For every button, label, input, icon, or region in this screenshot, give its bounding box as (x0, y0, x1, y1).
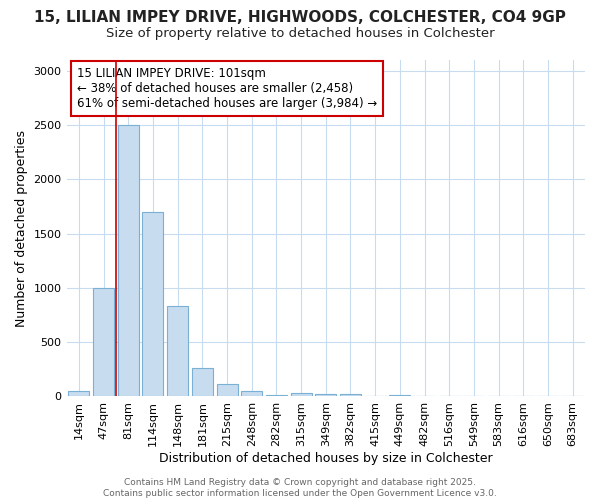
Bar (93, 288, 114, 397)
Text: Size of property relative to detached houses in Colchester: Size of property relative to detached ho… (106, 28, 494, 40)
Bar (340, 394, 361, 396)
Y-axis label: Number of detached properties: Number of detached properties (15, 130, 28, 326)
Bar (217, 384, 238, 396)
Bar (290, 392, 311, 396)
Bar (315, 394, 336, 396)
Text: 15, LILIAN IMPEY DRIVE, HIGHWOODS, COLCHESTER, CO4 9GP: 15, LILIAN IMPEY DRIVE, HIGHWOODS, COLCH… (34, 10, 566, 25)
Bar (68, 391, 89, 396)
X-axis label: Distribution of detached houses by size in Colchester: Distribution of detached houses by size … (159, 452, 493, 465)
Text: Contains HM Land Registry data © Crown copyright and database right 2025.
Contai: Contains HM Land Registry data © Crown c… (103, 478, 497, 498)
Bar (241, 391, 262, 396)
Bar (142, 212, 163, 396)
Bar (118, 125, 139, 396)
Bar (192, 368, 213, 396)
Text: 15 LILIAN IMPEY DRIVE: 101sqm
← 38% of detached houses are smaller (2,458)
61% o: 15 LILIAN IMPEY DRIVE: 101sqm ← 38% of d… (77, 66, 377, 110)
Bar (167, 306, 188, 396)
